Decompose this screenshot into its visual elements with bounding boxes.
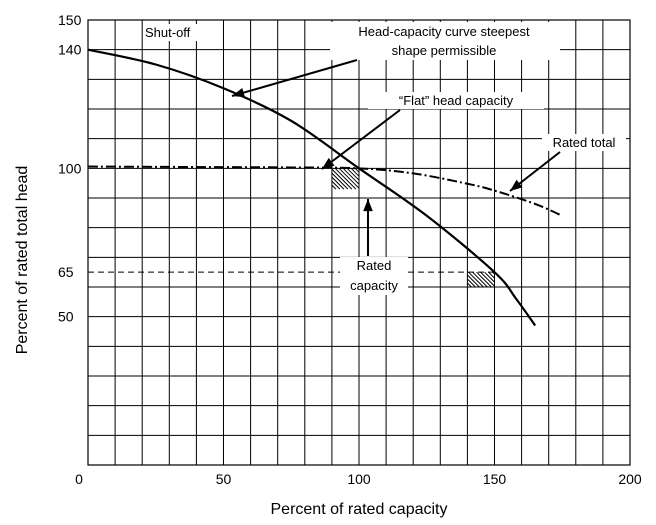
annotation-flat: “Flat” head capacity (399, 93, 514, 108)
arrow-rated-capacity-head (363, 199, 373, 212)
label-bg (542, 134, 626, 151)
hatch-line (467, 278, 476, 288)
plot-frame (87, 19, 631, 466)
hatch-line (338, 167, 360, 189)
arrow-flat (321, 109, 401, 170)
hatch-line (342, 167, 360, 185)
x-tick-label: 0 (75, 471, 83, 487)
series-flat-curve (87, 165, 563, 217)
series (87, 48, 563, 327)
x-tick-label: 150 (483, 471, 507, 487)
annotation-shutoff: Shut-off (145, 25, 191, 40)
hatch-line (331, 180, 341, 190)
x-tick-label: 100 (347, 471, 371, 487)
hatch-line (331, 184, 337, 190)
hatch-line (476, 271, 492, 288)
hatch-line (484, 271, 495, 283)
hatch-line (488, 271, 495, 279)
x-tick-label: 50 (216, 471, 232, 487)
arrow-steepest (231, 59, 358, 97)
arrow-rated-total-head (510, 179, 523, 191)
hatch-line (334, 167, 357, 190)
hatch-line (350, 167, 360, 177)
tick-labels: 0 50 100 150 200 150 140 100 65 50 (58, 12, 642, 487)
annotation-rated-total: Rated total (553, 135, 616, 150)
annotations: Shut-off Head-capacity curve steepest shap… (143, 22, 626, 295)
label-bg (368, 92, 544, 109)
hatch-line (331, 168, 353, 190)
y-axis-title: Percent of rated total head (14, 166, 31, 355)
annotation-rated-line2: capacity (350, 278, 398, 293)
arrow-flat-head (322, 157, 335, 169)
hatch-line (467, 274, 480, 288)
y-tick-label: 150 (58, 12, 82, 28)
hatch-line (331, 172, 349, 190)
arrow-steepest-head (232, 88, 245, 98)
y-tick-label: 65 (58, 264, 74, 280)
y-tick-label: 50 (58, 309, 74, 325)
y-tick-label: 100 (58, 160, 82, 176)
hatch-line (468, 271, 484, 288)
label-bg (143, 24, 198, 41)
x-tick-label: 200 (618, 471, 642, 487)
annotation-rated-line1: Rated (357, 258, 392, 273)
grid (88, 20, 630, 465)
annotation-steepest-line2: shape permissible (392, 43, 497, 58)
y-tick-label: 140 (58, 42, 82, 58)
hatch-line (467, 282, 472, 288)
label-bg (330, 22, 560, 60)
annotation-steepest-line1: Head-capacity curve steepest (358, 24, 530, 39)
hatch-line (354, 167, 360, 173)
hatch-marks (331, 167, 495, 293)
label-bg (340, 257, 408, 295)
hatch-line (480, 271, 495, 287)
hatch-line (331, 176, 345, 190)
x-axis-title: Percent of rated capacity (271, 501, 448, 518)
hatch-line (346, 167, 360, 181)
hatch-line (472, 271, 488, 288)
